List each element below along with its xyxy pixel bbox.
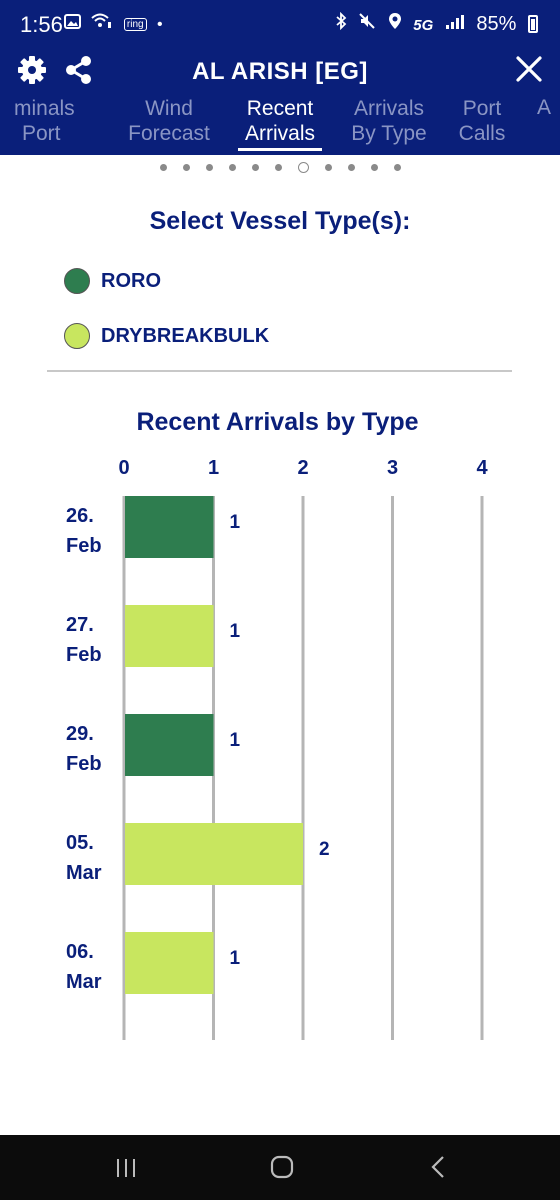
active-tab-indicator bbox=[238, 148, 322, 151]
x-tick-label: 0 bbox=[118, 457, 129, 479]
x-tick-label: 4 bbox=[476, 457, 488, 479]
tab-label-line1: Arrivals bbox=[353, 97, 424, 120]
category-label: 27. bbox=[66, 614, 94, 636]
bluetooth-icon bbox=[335, 11, 347, 36]
ring-app-icon: ring bbox=[123, 18, 147, 31]
page-dot bbox=[228, 164, 236, 172]
page-dot bbox=[393, 164, 401, 172]
tab-partial[interactable]: A bbox=[537, 96, 552, 119]
battery-icon bbox=[528, 15, 538, 33]
page-dot bbox=[251, 164, 259, 172]
tab-label-line1: minals bbox=[14, 97, 75, 120]
vessel-type-label: RORO bbox=[101, 270, 161, 292]
x-tick-label: 2 bbox=[297, 457, 308, 479]
battery-percent: 85% bbox=[476, 13, 517, 35]
page-dot bbox=[182, 164, 190, 172]
tab-wind-forecast[interactable]: Wind Forecast bbox=[124, 96, 214, 146]
category-label: 06. bbox=[66, 941, 94, 963]
category-label: Mar bbox=[66, 862, 102, 884]
x-tick-label: 1 bbox=[208, 457, 219, 479]
bar-value-label: 1 bbox=[230, 948, 241, 969]
vessel-select-title: Select Vessel Type(s): bbox=[149, 207, 411, 235]
page-dot bbox=[324, 164, 332, 172]
bar bbox=[125, 823, 303, 885]
bar-value-label: 1 bbox=[230, 730, 241, 751]
bar-value-label: 1 bbox=[230, 512, 241, 533]
page-dot bbox=[205, 164, 213, 172]
back-icon[interactable] bbox=[430, 1155, 446, 1179]
image-icon bbox=[64, 14, 81, 34]
drybreakbulk-swatch bbox=[64, 323, 90, 349]
app-bar: AL ARISH [EG] bbox=[0, 50, 560, 92]
close-icon[interactable] bbox=[514, 54, 544, 84]
wifi-calling-icon bbox=[91, 13, 113, 34]
page-indicator bbox=[0, 159, 560, 175]
category-label: 26. bbox=[66, 505, 94, 527]
bar-value-label: 1 bbox=[230, 621, 241, 642]
tab-label-line2: Forecast bbox=[128, 122, 210, 145]
share-icon[interactable] bbox=[64, 54, 94, 86]
vessel-type-label: DRYBREAKBULK bbox=[101, 325, 270, 347]
tab-recent-arrivals[interactable]: Recent Arrivals bbox=[238, 96, 322, 151]
category-label: Mar bbox=[66, 971, 102, 993]
bar-value-label: 2 bbox=[319, 839, 330, 860]
tab-label-line1: Recent bbox=[246, 97, 314, 120]
bar bbox=[125, 714, 214, 776]
chart-title: Recent Arrivals by Type bbox=[136, 408, 419, 436]
tab-label-line2: By Type bbox=[351, 122, 427, 145]
status-time: 1:56 bbox=[20, 12, 63, 37]
page-dot bbox=[159, 164, 167, 172]
tab-label-line1: Wind bbox=[145, 97, 193, 120]
x-tick-label: 3 bbox=[387, 457, 398, 479]
roro-swatch bbox=[64, 268, 90, 294]
system-icons: 5G 85% bbox=[329, 11, 538, 36]
bar bbox=[125, 932, 214, 994]
gear-icon[interactable] bbox=[16, 54, 48, 86]
category-label: 29. bbox=[66, 723, 94, 745]
location-icon bbox=[388, 12, 402, 36]
category-label: 05. bbox=[66, 832, 94, 854]
divider bbox=[47, 370, 512, 372]
category-label: Feb bbox=[66, 753, 102, 775]
bar bbox=[125, 496, 214, 558]
page-title: AL ARISH [EG] bbox=[192, 58, 368, 85]
recent-apps-icon[interactable] bbox=[115, 1157, 137, 1179]
bar bbox=[125, 605, 214, 667]
tab-terminals-port[interactable]: minals Port bbox=[14, 96, 75, 146]
page-dot bbox=[370, 164, 378, 172]
tab-port-calls[interactable]: Port Calls bbox=[454, 96, 510, 146]
tab-arrivals-by-type[interactable]: Arrivals By Type bbox=[346, 96, 432, 146]
network-type: 5G bbox=[413, 17, 434, 34]
page-dot bbox=[274, 164, 282, 172]
tab-label-line1: Port bbox=[462, 97, 502, 120]
tab-label-line2: Calls bbox=[458, 122, 506, 145]
home-icon[interactable] bbox=[270, 1155, 294, 1179]
page-dot bbox=[347, 164, 355, 172]
category-label: Feb bbox=[66, 644, 102, 666]
tab-label-line2: Arrivals bbox=[244, 122, 315, 145]
signal-icon bbox=[445, 13, 465, 36]
mute-icon bbox=[358, 12, 376, 36]
category-label: Feb bbox=[66, 535, 102, 557]
system-nav-bar bbox=[0, 1135, 560, 1200]
arrivals-chart: 0 1 2 3 4 1 26. Feb 1 27. Feb 1 29. Feb 2 05. Mar 1 06. Mar bbox=[66, 457, 488, 1040]
tab-label-line2: Port bbox=[22, 122, 61, 145]
tab-bar: minals Port Wind Forecast Recent Arrival… bbox=[0, 92, 560, 155]
status-bar: 1:56 ring • 5G 85% bbox=[0, 0, 560, 50]
dot-icon: • bbox=[157, 16, 163, 33]
notification-icons: ring • bbox=[64, 13, 169, 34]
page-dot-active bbox=[297, 162, 309, 174]
